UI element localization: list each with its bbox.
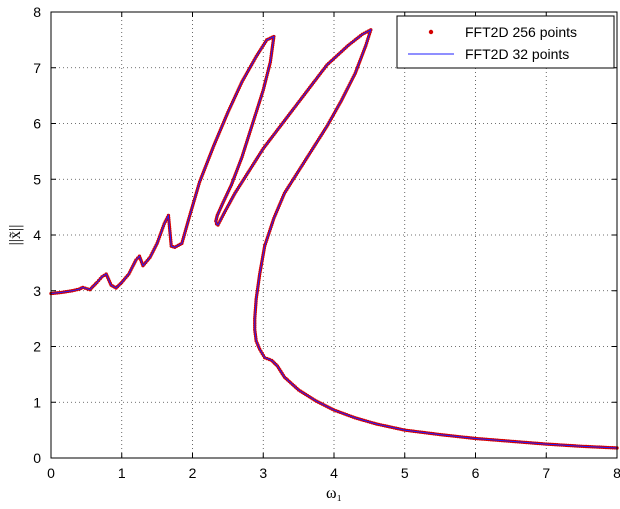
x-axis-label: ω₁ bbox=[326, 485, 342, 502]
series-layer bbox=[49, 28, 619, 450]
y-tick-label: 1 bbox=[33, 394, 41, 410]
series-32-points-line bbox=[50, 28, 618, 449]
y-tick-label: 5 bbox=[33, 171, 41, 187]
legend-label-32: FFT2D 32 points bbox=[465, 46, 569, 62]
x-tick-label: 1 bbox=[118, 465, 126, 481]
y-tick-label: 4 bbox=[33, 227, 41, 243]
legend-marker-256 bbox=[428, 29, 434, 35]
y-tick-label: 7 bbox=[33, 60, 41, 76]
x-tick-label: 2 bbox=[189, 465, 197, 481]
x-tick-label: 0 bbox=[47, 465, 55, 481]
y-tick-label: 8 bbox=[33, 4, 41, 20]
y-axis-label: ||x̃|| bbox=[7, 225, 24, 246]
y-tick-label: 3 bbox=[33, 283, 41, 299]
legend-label-256: FFT2D 256 points bbox=[465, 24, 577, 40]
x-tick-label: 4 bbox=[330, 465, 338, 481]
ticks: 0 1 2 3 4 5 6 7 8 0 1 2 3 4 5 6 7 8 bbox=[33, 4, 620, 481]
y-tick-label: 6 bbox=[33, 116, 41, 132]
x-tick-label: 3 bbox=[259, 465, 267, 481]
y-tick-label: 0 bbox=[33, 450, 41, 466]
x-tick-label: 6 bbox=[472, 465, 480, 481]
x-tick-label: 8 bbox=[613, 465, 620, 481]
legend-box bbox=[396, 15, 615, 69]
legend: FFT2D 256 points FFT2D 32 points bbox=[396, 15, 615, 69]
x-tick-label: 5 bbox=[401, 465, 409, 481]
y-tick-label: 2 bbox=[33, 339, 41, 355]
x-tick-label: 7 bbox=[542, 465, 550, 481]
plot-area bbox=[51, 12, 617, 458]
